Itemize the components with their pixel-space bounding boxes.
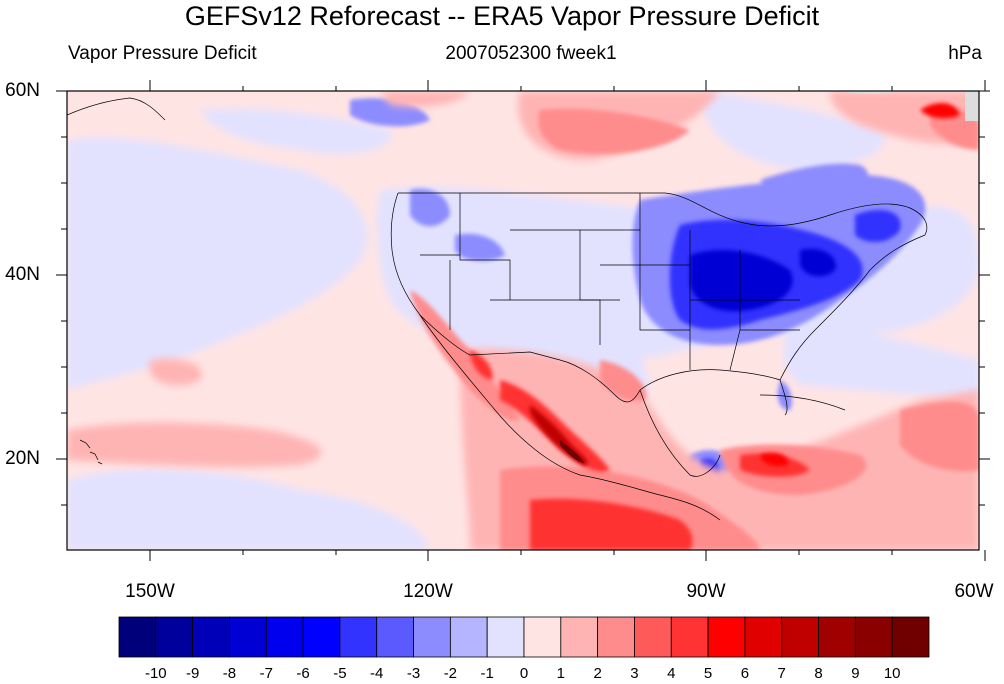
vpd-field <box>67 91 979 550</box>
colorbar-box <box>155 616 194 658</box>
colorbar-label: 6 <box>740 665 750 682</box>
colorbar-box <box>891 616 930 658</box>
lat-ticks <box>56 90 990 506</box>
lon-label-60w: 60W <box>954 581 994 602</box>
colorbar-label: 4 <box>667 665 676 682</box>
colorbar-box <box>376 616 414 658</box>
variable-label: Vapor Pressure Deficit <box>68 43 257 64</box>
colorbar-box <box>854 616 893 658</box>
colorbar-label: -3 <box>406 665 421 682</box>
colorbar-label: 2 <box>593 665 602 682</box>
colorbar-label: -2 <box>443 665 458 682</box>
colorbar-box <box>707 616 746 658</box>
colorbar-label: 9 <box>851 665 860 682</box>
colorbar-box <box>413 616 451 658</box>
colorbar-label: 8 <box>814 665 823 682</box>
lon-label-150w: 150W <box>125 581 175 602</box>
colorbar-box <box>781 616 819 658</box>
colorbar-box <box>523 616 562 658</box>
colorbar-box <box>560 616 599 658</box>
colorbar-label: 1 <box>556 665 565 682</box>
colorbar-label: -7 <box>259 665 273 682</box>
political-borders <box>67 97 928 521</box>
colorbar-label: -5 <box>333 665 347 682</box>
colorbar-box <box>449 616 488 658</box>
colorbar-label: 0 <box>519 665 529 682</box>
colorbar-label: -6 <box>296 665 310 682</box>
colorbar-box <box>229 616 267 658</box>
colorbar-box <box>192 616 230 658</box>
colorbar-box <box>486 616 525 658</box>
colorbar-label: -1 <box>480 665 494 682</box>
colorbar-label: 7 <box>777 665 786 682</box>
lon-label-120w: 120W <box>403 581 453 602</box>
colorbar-box <box>744 616 783 658</box>
colorbar-label: 5 <box>703 665 713 682</box>
colorbar-label: 3 <box>630 665 639 682</box>
colorbar-label: -4 <box>370 665 384 682</box>
colorbar-box <box>597 616 635 658</box>
colorbar-box <box>634 616 672 658</box>
colorbar-box <box>339 616 378 658</box>
units-label: hPa <box>948 43 982 64</box>
colorbar-label: -9 <box>185 665 200 682</box>
chart-title: GEFSv12 Reforecast -- ERA5 Vapor Pressur… <box>184 1 820 31</box>
colorbar <box>118 616 930 658</box>
lon-label-90w: 90W <box>686 581 726 602</box>
colorbar-box <box>118 616 157 658</box>
colorbar-box <box>670 616 709 658</box>
colorbar-label: -8 <box>222 665 237 682</box>
colorbar-box <box>302 616 341 658</box>
colorbar-box <box>818 616 856 658</box>
lat-label-60n: 60N <box>5 80 40 101</box>
lon-ticks <box>149 80 986 561</box>
colorbar-label: -10 <box>144 665 167 682</box>
date-label: 2007052300 fweek1 <box>445 43 617 64</box>
lat-label-40n: 40N <box>5 264 40 285</box>
lat-label-20n: 20N <box>5 448 40 469</box>
colorbar-box <box>265 616 304 658</box>
colorbar-label: 10 <box>883 665 901 682</box>
